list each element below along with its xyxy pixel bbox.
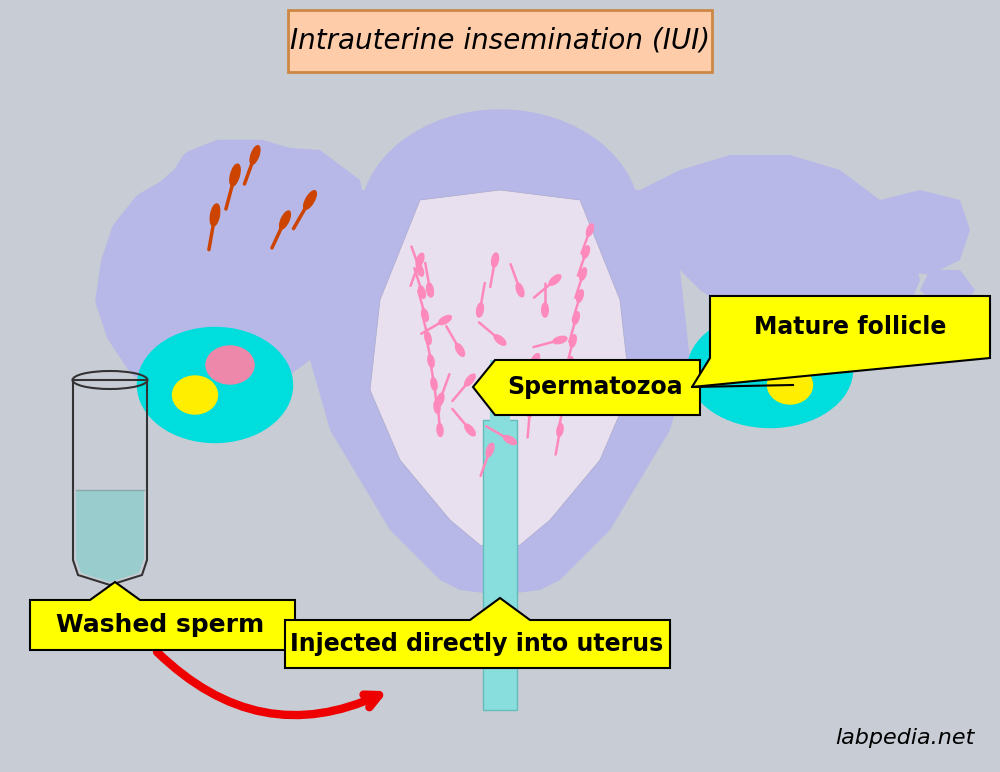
FancyArrowPatch shape	[157, 652, 379, 715]
Ellipse shape	[582, 245, 590, 258]
Ellipse shape	[557, 424, 563, 436]
Ellipse shape	[436, 393, 444, 407]
Ellipse shape	[465, 374, 475, 386]
Ellipse shape	[542, 303, 548, 317]
Polygon shape	[76, 490, 144, 582]
Ellipse shape	[738, 331, 786, 369]
Ellipse shape	[304, 191, 316, 209]
Ellipse shape	[206, 346, 254, 384]
Ellipse shape	[530, 354, 540, 367]
Ellipse shape	[477, 303, 483, 317]
Ellipse shape	[437, 424, 443, 436]
Text: Injected directly into uterus: Injected directly into uterus	[290, 632, 664, 656]
Polygon shape	[370, 190, 630, 550]
Ellipse shape	[434, 401, 440, 414]
Polygon shape	[285, 598, 670, 668]
FancyBboxPatch shape	[288, 10, 712, 72]
Polygon shape	[473, 360, 700, 415]
Ellipse shape	[465, 424, 475, 436]
Ellipse shape	[688, 313, 852, 428]
Ellipse shape	[428, 354, 434, 367]
Ellipse shape	[210, 204, 220, 226]
Ellipse shape	[455, 344, 465, 357]
Ellipse shape	[494, 335, 506, 345]
Ellipse shape	[527, 403, 533, 417]
Ellipse shape	[577, 290, 583, 303]
Polygon shape	[640, 155, 920, 370]
Polygon shape	[100, 145, 370, 390]
Ellipse shape	[360, 110, 640, 330]
Ellipse shape	[419, 286, 425, 298]
Ellipse shape	[586, 224, 594, 236]
Ellipse shape	[416, 253, 424, 267]
Ellipse shape	[768, 366, 812, 404]
Text: Spermatozoa: Spermatozoa	[507, 375, 683, 399]
Polygon shape	[490, 360, 510, 430]
Text: labpedia.net: labpedia.net	[836, 728, 975, 748]
Polygon shape	[30, 582, 295, 650]
Ellipse shape	[173, 376, 218, 414]
Ellipse shape	[549, 275, 561, 285]
Text: Mature follicle: Mature follicle	[754, 315, 946, 339]
Ellipse shape	[567, 357, 573, 369]
Ellipse shape	[138, 327, 292, 442]
Polygon shape	[920, 270, 975, 310]
Ellipse shape	[250, 146, 260, 164]
Ellipse shape	[422, 309, 428, 321]
Ellipse shape	[573, 312, 579, 324]
Ellipse shape	[516, 283, 524, 296]
Ellipse shape	[580, 268, 586, 280]
Ellipse shape	[570, 334, 576, 347]
Ellipse shape	[427, 283, 433, 297]
Ellipse shape	[431, 378, 437, 391]
Ellipse shape	[425, 332, 431, 344]
Ellipse shape	[563, 366, 577, 374]
Polygon shape	[310, 190, 690, 595]
Ellipse shape	[503, 386, 517, 394]
Polygon shape	[483, 420, 517, 710]
Polygon shape	[692, 296, 990, 387]
Ellipse shape	[280, 211, 290, 229]
Ellipse shape	[492, 253, 498, 267]
Ellipse shape	[504, 435, 516, 445]
Ellipse shape	[560, 401, 566, 413]
Ellipse shape	[416, 264, 424, 276]
Ellipse shape	[439, 316, 451, 324]
Ellipse shape	[553, 337, 567, 344]
Ellipse shape	[486, 443, 494, 457]
Polygon shape	[875, 190, 970, 275]
Text: Intrauterine insemination (IUI): Intrauterine insemination (IUI)	[290, 27, 710, 55]
Ellipse shape	[230, 164, 240, 186]
Ellipse shape	[563, 378, 569, 391]
Text: Washed sperm: Washed sperm	[56, 613, 264, 637]
